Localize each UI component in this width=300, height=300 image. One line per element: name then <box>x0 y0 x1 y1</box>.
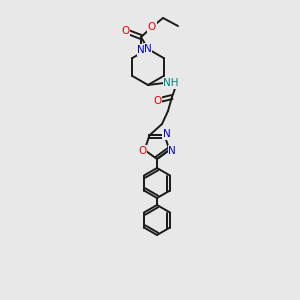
Text: N: N <box>137 45 145 55</box>
Text: N: N <box>163 130 170 140</box>
Text: O: O <box>148 22 156 32</box>
Text: N: N <box>169 146 176 156</box>
Text: O: O <box>139 146 147 156</box>
Text: O: O <box>153 96 161 106</box>
Text: O: O <box>121 26 129 36</box>
Text: N: N <box>144 44 152 54</box>
Text: NH: NH <box>163 78 179 88</box>
